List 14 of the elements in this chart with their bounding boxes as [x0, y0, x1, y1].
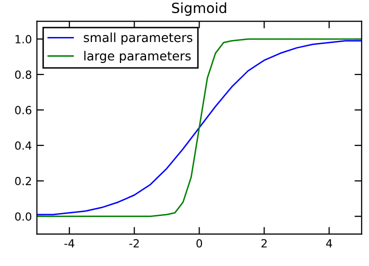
y-tick-label: 0.8 [15, 70, 32, 79]
legend-label: small parameters [84, 32, 192, 45]
x-tick-label: 2 [261, 239, 267, 248]
y-tick-label: 0.0 [15, 212, 32, 221]
y-tick-label: 1.0 [16, 34, 32, 44]
legend-label: large parameters [84, 50, 191, 63]
x-tick-label: 0 [196, 239, 202, 248]
chart-title: Sigmoid [172, 2, 226, 16]
x-tick-label: -4 [64, 239, 74, 248]
y-tick-label: 0.6 [15, 106, 32, 114]
x-tick-label: -2 [129, 239, 139, 248]
y-tick-label: 0.2 [15, 176, 31, 186]
x-tick-label: 4 [326, 239, 332, 248]
y-tick-label: 0.4 [15, 141, 32, 150]
